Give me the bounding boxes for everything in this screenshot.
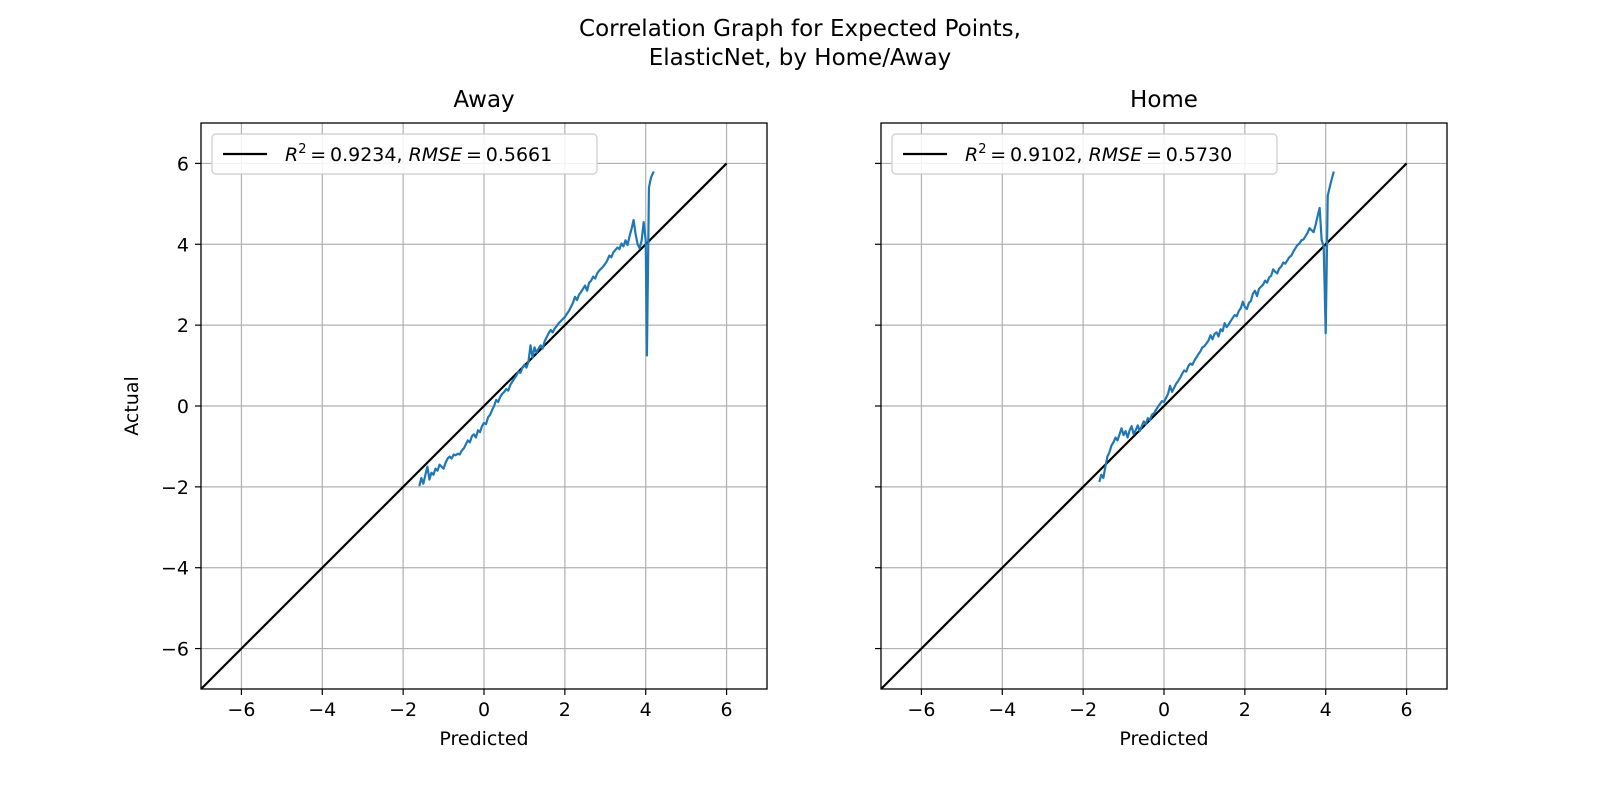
x-tick-label: −4 xyxy=(988,699,1016,721)
x-tick-label: 0 xyxy=(1158,699,1170,721)
y-tick-label: −4 xyxy=(161,558,189,580)
legend-r2-value: = 0.9234, xyxy=(306,144,408,166)
x-tick-label: 6 xyxy=(1401,699,1413,721)
subplot-title: Away xyxy=(453,87,514,113)
correlation-series-line xyxy=(418,171,655,487)
y-tick-label: −6 xyxy=(161,639,189,661)
y-tick-label: 2 xyxy=(177,315,189,337)
x-tick-label: −2 xyxy=(1069,699,1097,721)
x-tick-label: 2 xyxy=(559,699,571,721)
x-tick-label: 4 xyxy=(640,699,652,721)
x-tick-label: 2 xyxy=(1239,699,1251,721)
subplot-away: −6 −4 −2 0 2 4 6 −6 −4 −2 0 2 4 6 Away Predicted Actual R… xyxy=(121,87,768,750)
subplot-home: −6 −4 −2 0 2 4 6 Home Predicted R2 = 0.9102, RMSE… xyxy=(875,87,1448,750)
legend-label: R2 = 0.9102, RMSE = 0.5730 xyxy=(965,142,1232,166)
x-tick-label: 4 xyxy=(1320,699,1332,721)
x-tick-label: 0 xyxy=(478,699,490,721)
figure-title-line1: Correlation Graph for Expected Points, xyxy=(579,16,1021,42)
identity-line xyxy=(881,162,1408,689)
y-tick-label: 4 xyxy=(177,234,189,256)
identity-line xyxy=(201,162,728,689)
legend-box xyxy=(891,133,1278,175)
x-axis-label: Predicted xyxy=(439,728,528,750)
y-tick-label: 6 xyxy=(177,153,189,175)
legend-rmse-value: = 0.5730 xyxy=(1142,144,1232,166)
legend: R2 = 0.9102, RMSE = 0.5730 xyxy=(891,133,1278,175)
legend-box xyxy=(211,133,598,175)
y-tick-label: 0 xyxy=(177,396,189,418)
figure-title-line2: ElasticNet, by Home/Away xyxy=(649,45,952,71)
x-tick-label: −6 xyxy=(907,699,935,721)
x-tick-label: −2 xyxy=(389,699,417,721)
legend: R2 = 0.9234, RMSE = 0.5661 xyxy=(211,133,598,175)
x-axis-label: Predicted xyxy=(1119,728,1208,750)
legend-label: R2 = 0.9234, RMSE = 0.5661 xyxy=(285,142,552,166)
correlation-series-line xyxy=(1098,171,1335,483)
y-axis-label: Actual xyxy=(121,376,143,436)
legend-r2-value: = 0.9102, xyxy=(986,144,1088,166)
legend-rmse-value: = 0.5661 xyxy=(462,144,552,166)
x-tick-label: −6 xyxy=(227,699,255,721)
subplot-title: Home xyxy=(1130,87,1198,113)
x-tick-label: −4 xyxy=(308,699,336,721)
x-tick-label: 6 xyxy=(721,699,733,721)
y-tick-label: −2 xyxy=(161,477,189,499)
